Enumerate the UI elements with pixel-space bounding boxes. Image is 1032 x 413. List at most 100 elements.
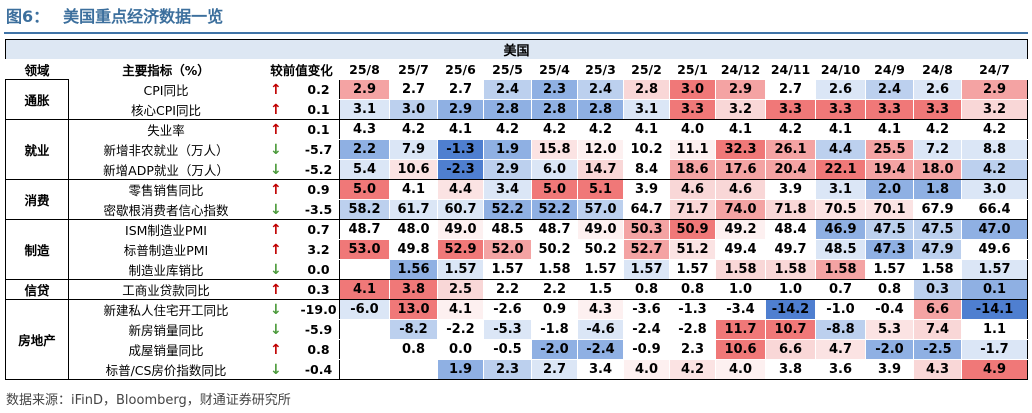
value-cell: 0.9 <box>531 299 578 320</box>
value-cell: 18.6 <box>669 159 716 180</box>
value-cell: 4.2 <box>913 119 962 140</box>
region-row: 美国 <box>4 39 1029 60</box>
value-cell: -2.4 <box>623 319 670 340</box>
direction-cell: ↑ <box>263 179 298 200</box>
value-cell: -2.2 <box>437 319 484 340</box>
change-value: -19.0 <box>297 299 340 320</box>
value-cell: -2.4 <box>577 339 624 360</box>
value-cell: -1.0 <box>815 299 866 320</box>
change-value: 0.8 <box>297 339 340 360</box>
value-cell: 58.2 <box>339 199 390 220</box>
value-cell: 3.0 <box>389 99 438 120</box>
value-cell: 50.2 <box>531 239 578 260</box>
value-cell: 1.57 <box>483 259 532 280</box>
value-cell: 1.58 <box>815 259 866 280</box>
table-row: 消费 零售销售同比 ↑ 0.9 5.0 4.1 4.4 3.4 5.0 5.1 3.9 4.6 4.6 3… <box>5 179 1029 220</box>
change-value: -3.5 <box>297 199 340 220</box>
value-cell: 52.7 <box>623 239 670 260</box>
header-change: 较前值变化 <box>263 59 340 80</box>
arrow-up-icon: ↑ <box>270 281 282 298</box>
value-cell: -1.7 <box>960 339 1029 360</box>
value-cell: 3.4 <box>577 359 624 380</box>
value-cell: -0.5 <box>483 339 532 360</box>
value-cell: 3.9 <box>623 179 670 200</box>
value-cell <box>339 259 390 280</box>
direction-cell: ↑ <box>263 79 298 100</box>
header-date: 24/9 <box>865 59 914 80</box>
arrow-up-icon: ↑ <box>270 181 282 198</box>
figure-title-text: 美国重点经济数据一览 <box>63 7 224 26</box>
value-cell: 5.0 <box>339 179 390 200</box>
value-cell: -3.6 <box>623 299 670 320</box>
table-row: 新增ADP就业（万人） ↓ -5.2 5.4 10.6 -2.3 2.9 6.0 14.7 8.4… <box>6 159 1029 180</box>
value-cell: 17.6 <box>715 159 766 180</box>
value-cell: 50.2 <box>577 239 624 260</box>
value-cell: 20.4 <box>765 159 816 180</box>
value-cell: 7.2 <box>913 139 962 160</box>
value-cell: 3.9 <box>765 179 816 200</box>
value-cell: 5.4 <box>339 159 390 180</box>
value-cell: 1.0 <box>715 279 766 300</box>
value-cell: 0.8 <box>669 279 716 300</box>
value-cell: 4.3 <box>577 299 624 320</box>
value-cell: 2.7 <box>765 79 816 100</box>
value-cell: 2.9 <box>437 99 484 120</box>
indicator-label: CPI同比 <box>68 79 264 100</box>
region-label: 美国 <box>4 39 1029 60</box>
value-cell: 4.2 <box>669 359 716 380</box>
value-cell: 4.4 <box>815 139 866 160</box>
value-cell: 49.6 <box>960 239 1029 260</box>
value-cell: 3.1 <box>623 99 670 120</box>
change-value: 0.2 <box>297 79 340 100</box>
value-cell: 1.57 <box>577 259 624 280</box>
value-cell: 2.5 <box>437 279 484 300</box>
value-cell: 4.3 <box>339 119 390 140</box>
direction-cell: ↑ <box>263 239 298 260</box>
table-row: 成屋销量同比 ↑ 0.8 0.8 0.0 -0.5 -2.0 -2.4 -0.9 2.3 10.6 6… <box>6 339 1029 360</box>
value-cell: -0.4 <box>865 299 914 320</box>
value-cell: 19.4 <box>865 159 914 180</box>
value-cell: 8.8 <box>960 139 1029 160</box>
arrow-down-icon: ↓ <box>270 361 282 378</box>
header-indicator: 主要指标（%） <box>68 59 264 80</box>
arrow-down-icon: ↓ <box>270 261 282 278</box>
value-cell: -1.8 <box>531 319 578 340</box>
value-cell: 2.8 <box>623 79 670 100</box>
change-value: -5.2 <box>297 159 340 180</box>
value-cell: 52.2 <box>483 199 532 220</box>
value-cell: -8.2 <box>389 319 438 340</box>
value-cell: 4.9 <box>960 359 1029 380</box>
value-cell: -6.0 <box>339 299 390 320</box>
value-cell: -0.9 <box>623 339 670 360</box>
domain-label: 房地产 <box>5 299 69 380</box>
direction-cell: ↓ <box>263 359 298 380</box>
header-date: 25/8 <box>339 59 390 80</box>
value-cell: 60.7 <box>437 199 484 220</box>
table-row: 信贷 工商业贷款同比 ↑ 0.3 4.1 3.8 2.5 2.2 2.2 1.5 0.8 0.8 1.0… <box>5 279 1029 300</box>
header-date: 25/4 <box>531 59 578 80</box>
table-row: 就业 失业率 ↑ 0.1 4.3 4.2 4.1 4.2 4.2 4.2 4.1 4.0 4.1 4.2 4… <box>5 119 1029 180</box>
value-cell: 3.1 <box>339 99 390 120</box>
value-cell: 1.9 <box>437 359 484 380</box>
value-cell: -4.6 <box>577 319 624 340</box>
direction-cell: ↑ <box>263 119 298 140</box>
value-cell: 1.56 <box>389 259 438 280</box>
value-cell: 2.3 <box>669 339 716 360</box>
value-cell: 3.1 <box>815 179 866 200</box>
value-cell: 3.0 <box>960 179 1029 200</box>
value-cell <box>389 359 438 380</box>
value-cell: 48.7 <box>531 219 578 240</box>
value-cell: -2.0 <box>865 339 914 360</box>
change-value: -5.7 <box>297 139 340 160</box>
value-cell: 4.2 <box>765 119 816 140</box>
value-cell: 2.3 <box>483 359 532 380</box>
header-date: 25/6 <box>437 59 484 80</box>
value-cell: 0.8 <box>865 279 914 300</box>
arrow-up-icon: ↑ <box>270 221 282 238</box>
domain-label: 消费 <box>5 179 69 220</box>
value-cell: 8.4 <box>623 159 670 180</box>
value-cell: 10.6 <box>715 339 766 360</box>
change-value: 0.3 <box>297 279 340 300</box>
header-date: 25/2 <box>623 59 670 80</box>
value-cell: 22.1 <box>815 159 866 180</box>
